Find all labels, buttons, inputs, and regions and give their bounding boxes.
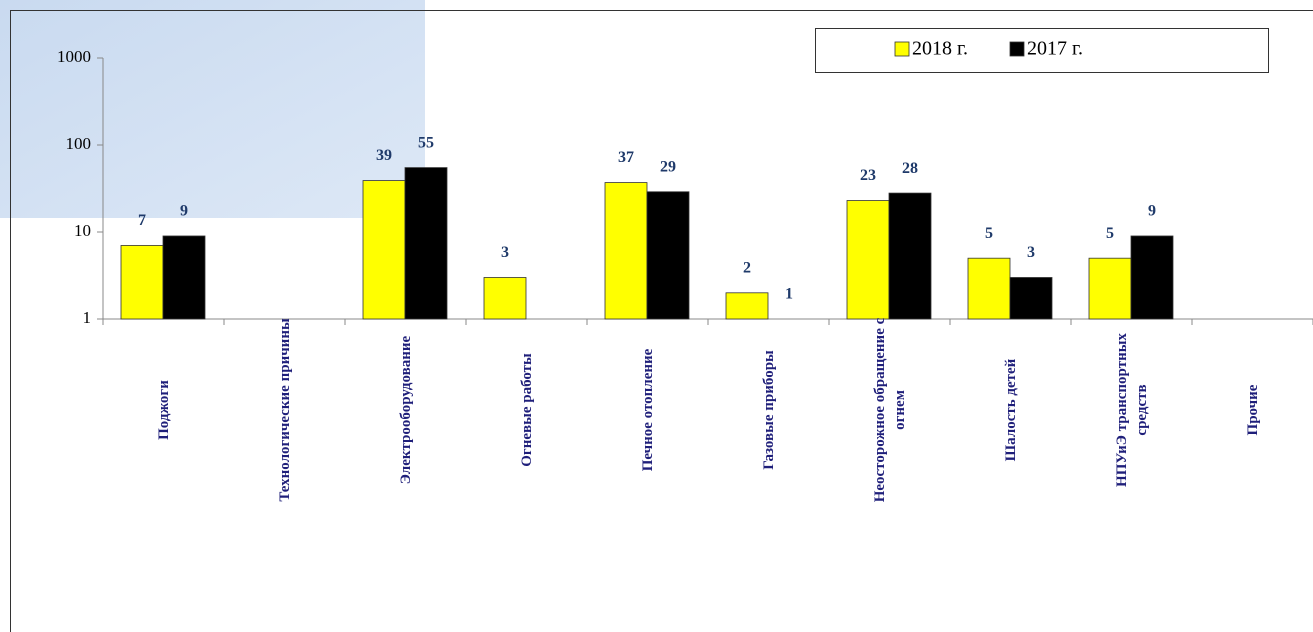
value-label: 23 [860, 167, 876, 184]
legend-swatch [1009, 41, 1025, 57]
bar [404, 167, 448, 320]
bar [120, 245, 164, 320]
x-tick-label: Огневые работы [518, 353, 535, 467]
y-tick-label: 1 [83, 308, 92, 327]
bar [725, 292, 769, 320]
x-tick-label: Технологические причины [276, 318, 293, 502]
bar [646, 191, 690, 320]
background-shade [0, 0, 425, 218]
value-label: 28 [902, 160, 918, 177]
x-tick-label: Газовые приборы [760, 350, 777, 470]
bar [888, 192, 932, 320]
value-label: 2 [743, 259, 751, 276]
bar [1009, 277, 1053, 320]
legend-label: 2017 г. [1027, 38, 1083, 60]
bar [1088, 257, 1132, 320]
value-label: 5 [985, 225, 993, 242]
x-tick-label: Прочие [1244, 384, 1261, 436]
value-label: 3 [1027, 244, 1035, 261]
y-tick-label: 10 [74, 221, 91, 240]
bar [967, 257, 1011, 320]
value-label: 7 [138, 212, 146, 229]
value-label: 55 [418, 134, 434, 151]
x-tick-label: Неосторожное обращение с огнем [871, 317, 908, 503]
value-label: 9 [180, 203, 188, 220]
value-label: 9 [1148, 203, 1156, 220]
bar [362, 180, 406, 320]
x-tick-label: Электрооборудование [397, 335, 414, 485]
value-label: 29 [660, 158, 676, 175]
value-label: 3 [501, 244, 509, 261]
x-tick-label: НПУиЭ транспортных средств [1113, 333, 1150, 487]
y-tick-label: 1000 [57, 47, 91, 66]
bar [846, 200, 890, 320]
x-tick-label: Поджоги [155, 380, 172, 440]
bar [162, 235, 206, 320]
legend-box [815, 28, 1269, 73]
value-label: 1 [785, 286, 793, 303]
bar [1130, 235, 1174, 320]
legend-swatch [894, 41, 910, 57]
value-label: 5 [1106, 225, 1114, 242]
value-label: 37 [618, 149, 634, 166]
bar [604, 182, 648, 320]
legend-label: 2018 г. [912, 38, 968, 60]
x-tick-label: Шалость детей [1002, 358, 1019, 462]
value-label: 39 [376, 147, 392, 164]
x-tick-label: Печное отопление [639, 348, 656, 472]
bar [483, 277, 527, 320]
chart-frame [10, 10, 1313, 632]
y-tick-label: 100 [66, 134, 92, 153]
